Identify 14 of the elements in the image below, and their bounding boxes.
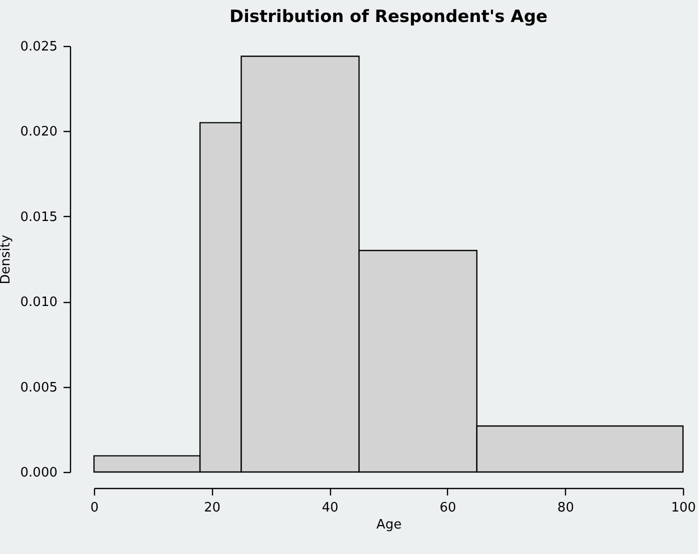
x-tick-label: 80 bbox=[557, 500, 574, 516]
y-tick-label: 0.025 bbox=[20, 40, 58, 54]
x-tick-label: 20 bbox=[204, 500, 221, 516]
y-tick-label: 0.005 bbox=[20, 380, 58, 396]
x-tick-label: 100 bbox=[671, 500, 696, 516]
y-tick-label: 0.015 bbox=[20, 210, 58, 225]
y-tick-label: 0.000 bbox=[20, 466, 58, 480]
x-axis-title: Age bbox=[376, 518, 402, 532]
y-tick-label: 0.020 bbox=[20, 124, 58, 140]
x-tick-label: 40 bbox=[322, 500, 338, 516]
x-tick-label: 0 bbox=[90, 500, 99, 516]
y-tick-label: 0.010 bbox=[20, 295, 58, 310]
chart-title: Distribution of Respondent's Age bbox=[229, 7, 548, 27]
x-tick-label: 60 bbox=[440, 500, 456, 516]
